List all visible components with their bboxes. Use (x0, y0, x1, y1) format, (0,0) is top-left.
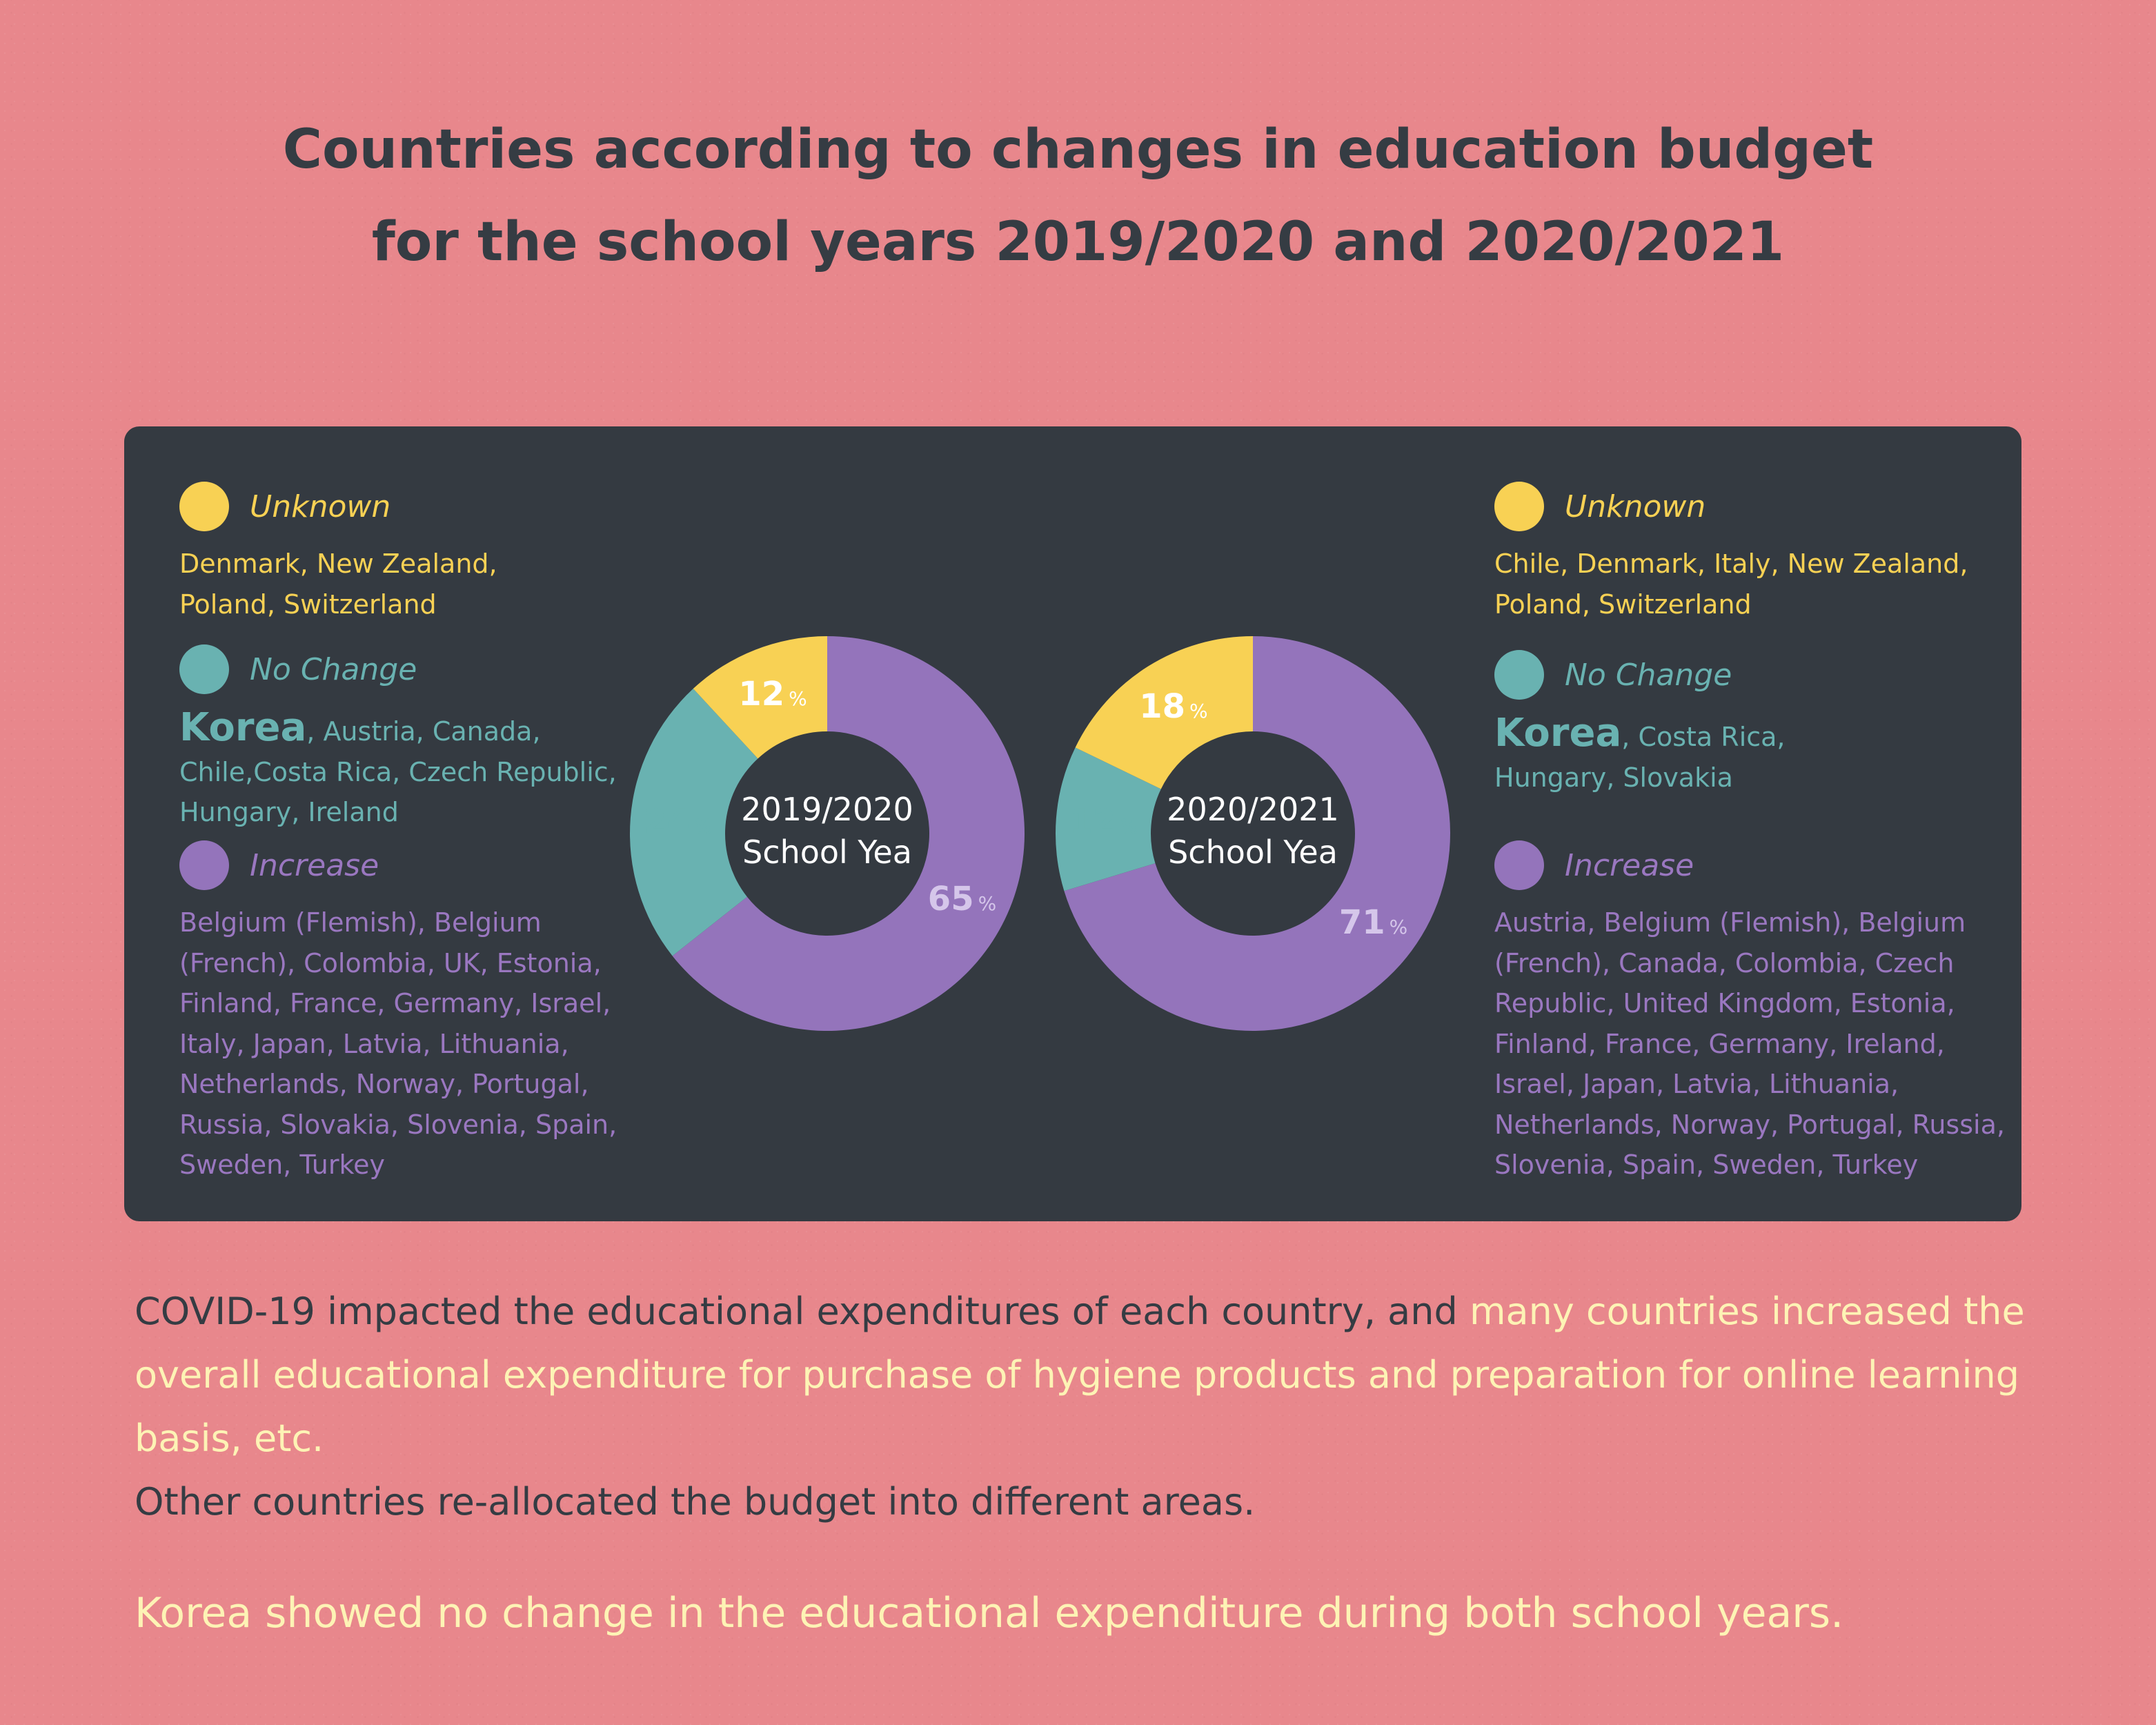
donut-2019-2020-slice-increase (672, 636, 1025, 1031)
legend-label-increase: Increase (250, 847, 379, 883)
no-change-countries-rest: , Costa Rica, Hungary, Slovakia (1494, 722, 1786, 793)
donut-2019-2020-center-label: 2019/2020 School Yea (627, 788, 1027, 874)
donut-2020-2021-slice-increase (1064, 636, 1450, 1031)
donut-2020-2021-year: 2020/2021 (1167, 791, 1339, 828)
legend-label-no-change: No Change (250, 651, 417, 687)
unknown-countries: Chile, Denmark, Italy, New Zealand, Pola… (1494, 549, 1968, 620)
donut-2020-2021-svg (1056, 636, 1450, 1031)
increase-dot-icon (179, 840, 229, 890)
donut-2020-2021-label-no-change: 12% (1069, 802, 1138, 842)
no-change-dot-icon (179, 644, 229, 694)
title-line-1: Countries according to changes in educat… (282, 119, 1874, 181)
unknown-dot-icon (179, 482, 229, 531)
donut-2019-2020-slice-unknown (693, 636, 827, 759)
donut-2020-2021-center-label: 2020/2021 School Yea (1053, 788, 1453, 874)
donut-2019-2020-label-increase: 65% (927, 879, 997, 918)
legend-label-unknown: Unknown (1565, 489, 1706, 524)
body-paragraph: COVID-19 impacted the educational expend… (135, 1280, 2066, 1534)
body-text-highlight: many countries increased the overall edu… (135, 1290, 2025, 1460)
donut-2019-2020: 2019/2020 School Yea 65% 24% 12% (627, 633, 1027, 1034)
unknown-dot-icon (1494, 482, 1544, 531)
donut-2019-2020-subtitle: School Yea (742, 834, 912, 871)
donut-2019-2020-slice-no-change (630, 689, 758, 956)
page-title: Countries according to changes in educat… (0, 103, 2156, 288)
legend-group-unknown-right: Unknown Chile, Denmark, Italy, New Zeala… (1494, 482, 2019, 624)
korea-highlight: Korea (1494, 711, 1622, 756)
legend-label-no-change: No Change (1565, 657, 1732, 693)
donut-2020-2021: 2020/2021 School Yea 71% 12% 18% (1053, 633, 1453, 1034)
legend-group-no-change-right: No Change Korea, Costa Rica, Hungary, Sl… (1494, 650, 2019, 798)
legend-label-increase: Increase (1565, 847, 1694, 883)
legend-label-unknown: Unknown (250, 489, 391, 524)
legend-group-increase: Increase Belgium (Flemish), Belgium (Fre… (179, 840, 704, 1185)
no-change-countries: Korea, Austria, Canada, Chile,Costa Rica… (179, 705, 662, 833)
donut-2019-2020-year: 2019/2020 (741, 791, 913, 828)
increase-dot-icon (1494, 840, 1544, 890)
donut-2020-2021-subtitle: School Yea (1168, 834, 1338, 871)
donut-2020-2021-slice-no-change (1056, 747, 1161, 891)
legend-group-unknown: Unknown Denmark, New Zealand, Poland, Sw… (179, 482, 704, 624)
no-change-countries: Korea, Costa Rica, Hungary, Slovakia (1494, 713, 1881, 798)
title-line-2: for the school years 2019/2020 and 2020/… (371, 211, 1785, 273)
donut-2020-2021-slice-unknown (1075, 636, 1253, 789)
donut-2019-2020-label-no-change: 24% (644, 802, 713, 842)
increase-countries: Austria, Belgium (Flemish), Belgium (Fre… (1494, 907, 2005, 1180)
unknown-countries: Denmark, New Zealand, Poland, Switzerlan… (179, 549, 497, 620)
donut-2019-2020-label-unknown: 12% (738, 674, 807, 713)
closing-statement: Korea showed no change in the educationa… (135, 1589, 1844, 1637)
legend-group-no-change: No Change Korea, Austria, Canada, Chile,… (179, 644, 704, 833)
donut-2019-2020-svg (630, 636, 1025, 1031)
chart-panel: Unknown Denmark, New Zealand, Poland, Sw… (124, 426, 2021, 1221)
increase-countries: Belgium (Flemish), Belgium (French), Col… (179, 907, 617, 1180)
legend-group-increase-right: Increase Austria, Belgium (Flemish), Bel… (1494, 840, 2019, 1185)
donut-2020-2021-label-unknown: 18% (1139, 687, 1208, 727)
body-text-second: Other countries re-allocated the budget … (135, 1480, 1256, 1524)
korea-highlight: Korea (179, 705, 307, 750)
no-change-countries-rest: , Austria, Canada, Chile,Costa Rica, Cze… (179, 716, 617, 827)
no-change-dot-icon (1494, 650, 1544, 700)
donut-2020-2021-label-increase: 71% (1338, 903, 1408, 943)
body-text-plain: COVID-19 impacted the educational expend… (135, 1290, 1470, 1333)
